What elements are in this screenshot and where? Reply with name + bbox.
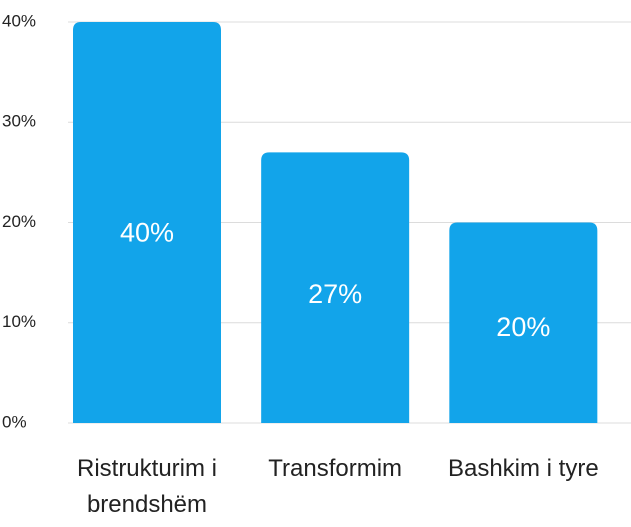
x-tick-label: Transformim [268, 455, 403, 482]
value-label: 27% [308, 279, 362, 309]
bar [261, 152, 410, 423]
y-tick-label: 40% [2, 11, 36, 30]
x-tick-label: Bashkim i tyre [447, 455, 599, 482]
value-label: 20% [496, 312, 550, 342]
y-tick-label: 0% [2, 412, 27, 431]
y-tick-label: 20% [2, 212, 36, 231]
y-tick-label: 10% [2, 312, 36, 331]
y-tick-label: 30% [2, 112, 36, 131]
value-label: 40% [120, 218, 174, 248]
bar [449, 222, 598, 423]
bar [73, 22, 221, 423]
x-tick-label: Ristrukturim i brendshëm [76, 455, 217, 518]
